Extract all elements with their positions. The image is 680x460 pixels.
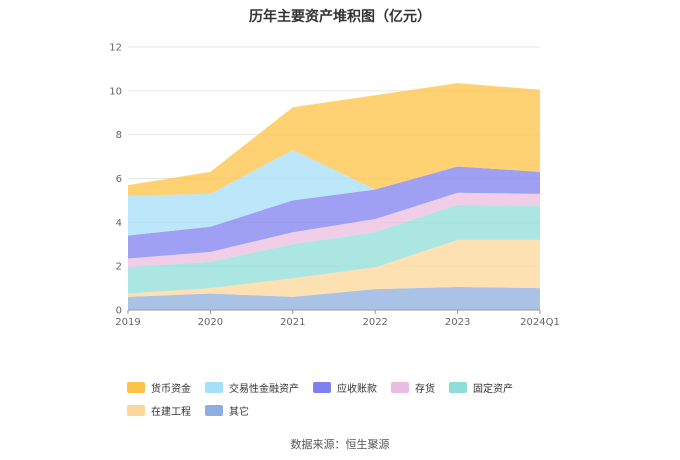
area-series-2: [128, 204, 540, 294]
legend-item[interactable]: 存货: [391, 381, 435, 395]
legend-swatch: [449, 382, 467, 393]
area-series-0: [128, 286, 540, 310]
y-tick-label: 10: [109, 86, 122, 97]
x-tick-label: 2022: [362, 317, 387, 328]
legend-label: 存货: [415, 384, 435, 395]
x-tick-label: 2020: [198, 317, 223, 328]
x-tick-label: 2024Q1: [520, 317, 560, 328]
legend-swatch: [205, 382, 223, 393]
area-series-6: [128, 83, 540, 197]
legend-label: 交易性金融资产: [229, 384, 299, 395]
legend-item[interactable]: 交易性金融资产: [205, 381, 299, 395]
y-tick-label: 0: [116, 306, 122, 317]
axes: 0 2 4 6 8 10 12 2019 2020 2021 2022 2023 2024Q1: [109, 43, 560, 329]
legend-swatch: [127, 382, 145, 393]
area-series-3: [128, 192, 540, 268]
legend: 货币资金 交易性金融资产 应收账款 存货 固定资产在建工程 其它: [127, 378, 567, 423]
x-tick-label: 2019: [115, 317, 140, 328]
legend-item[interactable]: 固定资产: [449, 381, 513, 395]
legend-label: 其它: [229, 406, 249, 418]
legend-swatch: [127, 404, 145, 416]
chart-title: 历年主要资产堆积图（亿元）: [249, 9, 431, 25]
area-series-1: [128, 239, 540, 297]
x-tick-label: 2021: [280, 317, 305, 328]
legend-label: 在建工程: [151, 406, 191, 418]
area-series-4: [128, 166, 540, 259]
legend-label: 应收账款: [337, 384, 377, 395]
data-source: 数据来源：恒生聚源: [290, 438, 390, 451]
legend-item[interactable]: 在建工程: [127, 403, 191, 418]
area-series-5: [128, 150, 540, 236]
legend-label: 货币资金: [151, 384, 191, 395]
y-tick-label: 12: [109, 43, 122, 54]
legend-item[interactable]: 货币资金: [127, 381, 191, 395]
y-tick-label: 6: [116, 174, 122, 185]
legend-item[interactable]: 其它: [205, 403, 249, 418]
legend-item[interactable]: 应收账款: [313, 381, 377, 395]
y-tick-label: 2: [116, 262, 122, 273]
y-tick-label: 4: [116, 218, 122, 229]
x-tick-label: 2023: [445, 317, 470, 328]
legend-swatch: [205, 404, 223, 416]
legend-swatch: [313, 382, 331, 393]
y-tick-label: 8: [116, 130, 122, 141]
legend-label: 固定资产: [473, 384, 513, 395]
legend-swatch: [391, 382, 409, 393]
area-series: [128, 83, 540, 310]
